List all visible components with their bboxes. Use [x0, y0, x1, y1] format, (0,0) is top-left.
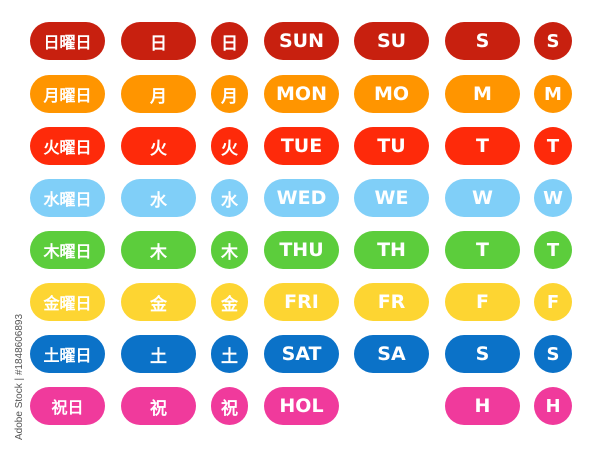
friday-label-4: FRI — [264, 283, 339, 321]
saturday-label-1: 土曜日 — [30, 335, 105, 373]
saturday-label-6: S — [445, 335, 520, 373]
thursday-label-2: 木 — [121, 231, 196, 269]
friday-label-6: F — [445, 283, 520, 321]
row-holiday: 祝日祝祝 HOL H H — [0, 387, 600, 425]
monday-label-5: MO — [354, 75, 429, 113]
row-thursday: 木曜日木木 THU TH T T — [0, 231, 600, 269]
monday-label-6: M — [445, 75, 520, 113]
thursday-label-7: T — [534, 231, 572, 269]
wednesday-label-7: W — [534, 179, 572, 217]
sunday-label-1: 日曜日 — [30, 22, 105, 60]
saturday-label-7: S — [534, 335, 572, 373]
saturday-label-4: SAT — [264, 335, 339, 373]
holiday-label-7: H — [534, 387, 572, 425]
row-monday: 月曜日月月 MON MO M M — [0, 75, 600, 113]
friday-label-3: 金 — [211, 283, 248, 321]
sunday-label-6: S — [445, 22, 520, 60]
thursday-label-1: 木曜日 — [30, 231, 105, 269]
watermark-text: Adobe Stock | #1848606893 — [14, 313, 25, 440]
tuesday-label-3: 火 — [211, 127, 248, 165]
tuesday-label-2: 火 — [121, 127, 196, 165]
row-sunday: 日曜日日日 SUN SU S S — [0, 22, 600, 60]
holiday-label-1: 祝日 — [30, 387, 105, 425]
friday-label-1: 金曜日 — [30, 283, 105, 321]
holiday-label-3: 祝 — [211, 387, 248, 425]
friday-label-5: FR — [354, 283, 429, 321]
wednesday-label-2: 水 — [121, 179, 196, 217]
monday-label-2: 月 — [121, 75, 196, 113]
holiday-label-2: 祝 — [121, 387, 196, 425]
thursday-label-4: THU — [264, 231, 339, 269]
sunday-label-7: S — [534, 22, 572, 60]
wednesday-label-3: 水 — [211, 179, 248, 217]
row-tuesday: 火曜日火火 TUE TU T T — [0, 127, 600, 165]
monday-label-3: 月 — [211, 75, 248, 113]
monday-label-7: M — [534, 75, 572, 113]
tuesday-label-4: TUE — [264, 127, 339, 165]
wednesday-label-4: WED — [264, 179, 339, 217]
wednesday-label-5: WE — [354, 179, 429, 217]
row-friday: 金曜日金金 FRI FR F F — [0, 283, 600, 321]
friday-label-2: 金 — [121, 283, 196, 321]
saturday-label-2: 土 — [121, 335, 196, 373]
row-wednesday: 水曜日水水 WED WE W W — [0, 179, 600, 217]
holiday-label-6: H — [445, 387, 520, 425]
saturday-label-3: 土 — [211, 335, 248, 373]
wednesday-label-1: 水曜日 — [30, 179, 105, 217]
thursday-label-6: T — [445, 231, 520, 269]
thursday-label-5: TH — [354, 231, 429, 269]
sunday-label-3: 日 — [211, 22, 248, 60]
sunday-label-5: SU — [354, 22, 429, 60]
tuesday-label-5: TU — [354, 127, 429, 165]
row-saturday: 土曜日土土 SAT SA S S — [0, 335, 600, 373]
tuesday-label-1: 火曜日 — [30, 127, 105, 165]
monday-label-4: MON — [264, 75, 339, 113]
tuesday-label-7: T — [534, 127, 572, 165]
sunday-label-4: SUN — [264, 22, 339, 60]
sunday-label-2: 日 — [121, 22, 196, 60]
tuesday-label-6: T — [445, 127, 520, 165]
monday-label-1: 月曜日 — [30, 75, 105, 113]
thursday-label-3: 木 — [211, 231, 248, 269]
friday-label-7: F — [534, 283, 572, 321]
saturday-label-5: SA — [354, 335, 429, 373]
wednesday-label-6: W — [445, 179, 520, 217]
holiday-label-4: HOL — [264, 387, 339, 425]
